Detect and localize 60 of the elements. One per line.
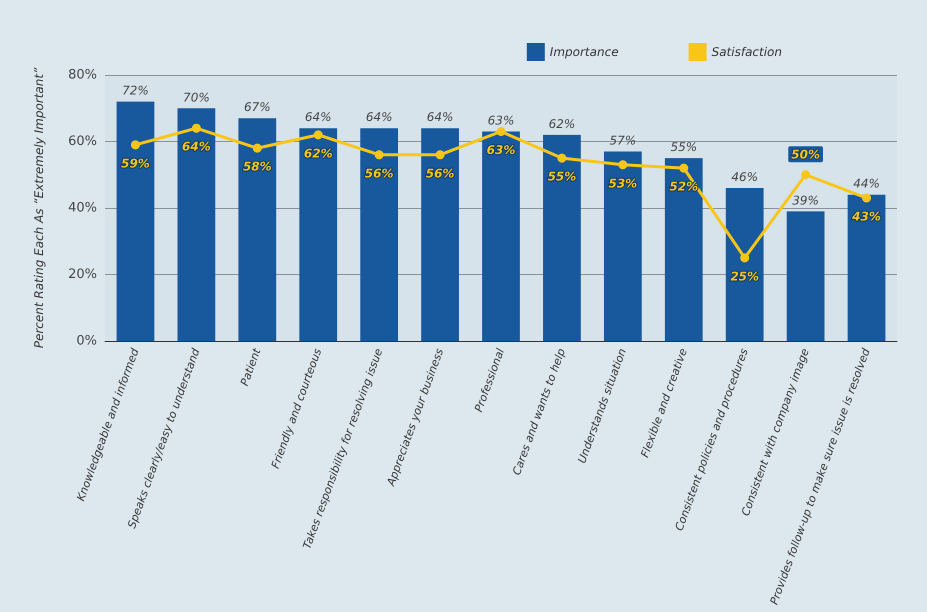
point: [496, 127, 506, 136]
point: [130, 140, 140, 150]
y-tick-label: 0%: [76, 334, 97, 348]
data-label: 70%: [183, 90, 210, 104]
data-label: 53%: [608, 176, 638, 190]
data-label: 55%: [670, 140, 698, 154]
point: [314, 130, 323, 140]
point: [679, 164, 688, 173]
bar: [604, 151, 642, 341]
data-label: 62%: [304, 146, 333, 160]
bar: [178, 108, 216, 341]
y-tick-label: 60%: [68, 134, 97, 149]
data-label: 43%: [851, 210, 881, 224]
y-axis-title: Percent Rating Each As “Extremely Important”: [32, 66, 46, 348]
data-label: 44%: [853, 176, 880, 191]
data-label: 62%: [548, 116, 576, 131]
point: [557, 154, 566, 163]
bar: [786, 211, 824, 341]
bar: [360, 128, 398, 341]
data-label: 56%: [426, 166, 454, 180]
y-tick-label: 80%: [68, 68, 97, 82]
point: [801, 170, 810, 180]
bar: [848, 194, 886, 341]
legend-label: Importance: [550, 45, 619, 59]
data-label: 58%: [242, 160, 272, 174]
data-label: 39%: [792, 193, 819, 208]
legend-label: Satisfaction: [712, 45, 782, 59]
point: [436, 150, 445, 160]
data-label: 67%: [244, 100, 271, 114]
data-label: 50%: [791, 147, 820, 162]
bar: [299, 128, 338, 341]
data-label: 55%: [548, 170, 576, 184]
x-tick-label: Cares and wants to help: [510, 346, 568, 477]
bar: [421, 128, 459, 341]
data-label: 72%: [122, 84, 149, 98]
point: [618, 160, 628, 170]
data-label: 46%: [731, 170, 758, 184]
bar: [543, 134, 581, 341]
data-label: 59%: [121, 156, 150, 170]
point: [740, 253, 750, 262]
data-label: 64%: [304, 110, 332, 124]
bar: [664, 158, 703, 341]
data-label: 63%: [488, 114, 514, 128]
point: [192, 124, 201, 133]
point: [252, 144, 262, 153]
bar: [116, 102, 154, 341]
data-label: 56%: [364, 166, 394, 180]
bar: [726, 188, 764, 341]
data-label: 64%: [366, 110, 392, 124]
y-tick-label: 40%: [68, 200, 97, 216]
bar: [482, 132, 520, 341]
data-label: 64%: [426, 110, 454, 124]
data-label: 57%: [610, 133, 636, 148]
point: [374, 150, 384, 160]
data-label: 64%: [182, 140, 211, 154]
y-tick-label: 20%: [68, 267, 97, 282]
point: [862, 194, 872, 203]
bar: [238, 118, 276, 341]
data-label: 63%: [486, 143, 516, 158]
data-label: 25%: [730, 269, 760, 284]
